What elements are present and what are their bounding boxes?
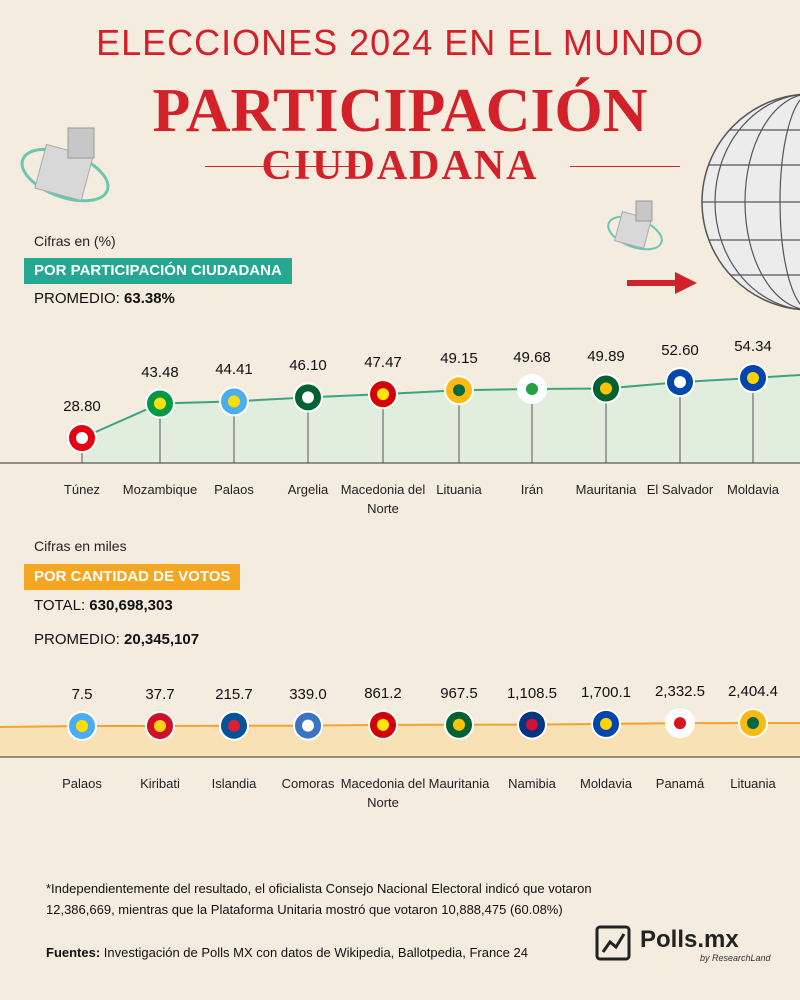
participation-category-label: Palaos [214,482,254,497]
participation-value-label: 46.10 [289,357,327,375]
flag-emblem [154,397,166,410]
participation-category-label: El Salvador [646,482,714,497]
participation-value-label: 49.68 [513,348,551,366]
votes-category-label: Palaos [62,776,102,791]
average-participation: PROMEDIO: 63.38% [34,290,175,307]
votes-value-label: 215.7 [215,685,253,703]
page-subtitle: CIUDADANA [261,143,539,189]
participation-value-label: 28.80 [63,398,101,415]
page-title: PARTICIPACIÓN [152,77,648,145]
flag-emblem [747,372,759,384]
votes-category-label: Moldavia [579,776,633,791]
flag-emblem [526,382,538,395]
votes-category-label: Panamá [655,776,705,791]
participation-category-label: Moldavia [726,482,780,497]
participation-category-label: Macedonia del Norte [340,482,426,516]
participation-category-label: Mauritania [575,482,637,497]
flag-emblem [302,391,314,404]
votes-value-label: 2,332.5 [654,683,706,701]
footnote: *Independientemente del resultado, el of… [46,878,592,920]
votes-value-label: 1,108.5 [506,684,558,702]
votes-value-label: 967.5 [440,684,478,702]
total-label: TOTAL: [34,597,86,614]
supertitle: ELECCIONES 2024 EN EL MUNDO [96,22,704,63]
flag-emblem [76,719,88,732]
votes-value-label: 2,404.4 [727,683,779,700]
votes-category-label: Mauritania [428,776,490,791]
average-value-2: 20,345,107 [124,631,200,648]
flag-emblem [377,388,389,401]
participation-value-label: 52.60 [661,342,699,360]
participation-category-label: Lituania [436,482,482,497]
votes-value-label: 7.5 [71,685,93,703]
participation-value-label: 43.48 [141,363,179,381]
participation-value-label: 49.89 [587,348,625,366]
flag-emblem [302,719,314,732]
flag-emblem [747,717,759,729]
votes-category-label: Namibia [508,776,556,791]
polls-logo-icon [595,925,631,961]
brand-name: Polls.mx [640,926,739,953]
footnote-line-2: 12,386,669, mientras que la Plataforma U… [46,902,563,917]
title-rule-left [205,166,360,167]
footnote-line-1: *Independientemente del resultado, el of… [46,881,592,896]
votes-value-label: 339.0 [289,685,327,703]
votes-category-label: Macedonia del Norte [340,776,426,810]
average-label: PROMEDIO: [34,290,120,307]
participation-category-label: Argelia [287,482,329,497]
participation-category-label: Mozambique [122,482,198,497]
total-value: 630,698,303 [89,597,173,614]
votes-category-label: Comoras [281,776,335,791]
sources-text: Investigación de Polls MX con datos de W… [103,945,528,960]
globe-icon [701,93,800,311]
flag-emblem [526,718,538,731]
flag-emblem [674,717,686,730]
participation-area [82,375,800,463]
participation-value-label: 54.34 [734,338,772,355]
votes-category-label: Lituania [730,776,776,791]
flag-emblem [76,432,88,444]
votes-value-label: 861.2 [364,684,402,702]
participation-category-label: Irán [520,482,544,497]
flag-emblem [674,376,686,389]
average-value: 63.38% [124,290,175,307]
title-rule-right [570,166,680,167]
flag-emblem [453,718,465,731]
flag-emblem [154,719,166,732]
votes-category-label: Kiribati [140,776,180,791]
participation-value-label: 44.41 [215,361,253,379]
sources: Fuentes: Investigación de Polls MX con d… [46,942,528,963]
participation-value-label: 47.47 [364,354,402,372]
sources-label: Fuentes: [46,945,101,960]
flag-emblem [453,384,465,397]
votes-value-label: 1,700.1 [580,683,632,701]
banner-votes: POR CANTIDAD DE VOTOS [24,564,241,590]
votes-category-label: Islandia [211,776,257,791]
banner-participation: POR PARTICIPACIÓN CIUDADANA [24,258,292,284]
flag-emblem [600,382,612,395]
units-label-2: Cifras en miles [34,538,127,554]
votes-value-label: 37.7 [145,685,175,703]
flag-emblem [228,395,240,408]
average-label-2: PROMEDIO: [34,631,120,648]
total-votes: TOTAL: 630,698,303 [34,597,173,614]
flag-emblem [228,719,240,732]
flag-emblem [377,718,389,731]
flag-emblem [600,717,612,730]
ballot-box-icon [20,127,110,203]
arrow-icon [627,272,697,294]
participation-category-label: Túnez [63,482,101,497]
average-votes: PROMEDIO: 20,345,107 [34,631,199,648]
brand-tagline: by ResearchLand [700,953,771,963]
units-label-1: Cifras en (%) [34,233,116,249]
ballot-box-small-icon [607,200,663,251]
participation-value-label: 49.15 [440,350,478,368]
